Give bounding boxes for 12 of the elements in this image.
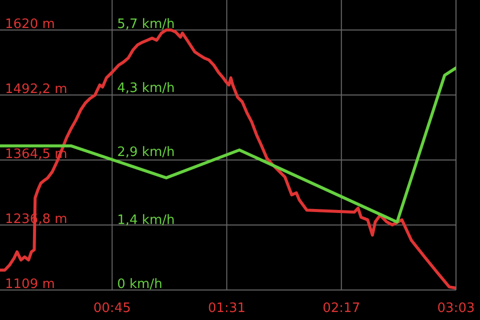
- y-tick-label: 1620 m: [5, 17, 55, 32]
- y2-tick-label: 0 km/h: [117, 277, 162, 292]
- x-tick-label: 01:31: [208, 301, 246, 316]
- x-tick-label: 02:17: [322, 301, 360, 316]
- y-tick-label: 1109 m: [5, 277, 55, 292]
- y2-tick-label: 2,9 km/h: [117, 144, 175, 160]
- x-tick-label: 00:45: [93, 301, 131, 316]
- y-tick-label: 1492,2 m: [5, 82, 68, 98]
- y2-tick-label: 4,3 km/h: [117, 80, 175, 96]
- y2-tick-label: 1,4 km/h: [117, 213, 175, 228]
- y2-tick-label: 5,7 km/h: [117, 17, 175, 32]
- x-tick-label: 03:03: [437, 301, 475, 316]
